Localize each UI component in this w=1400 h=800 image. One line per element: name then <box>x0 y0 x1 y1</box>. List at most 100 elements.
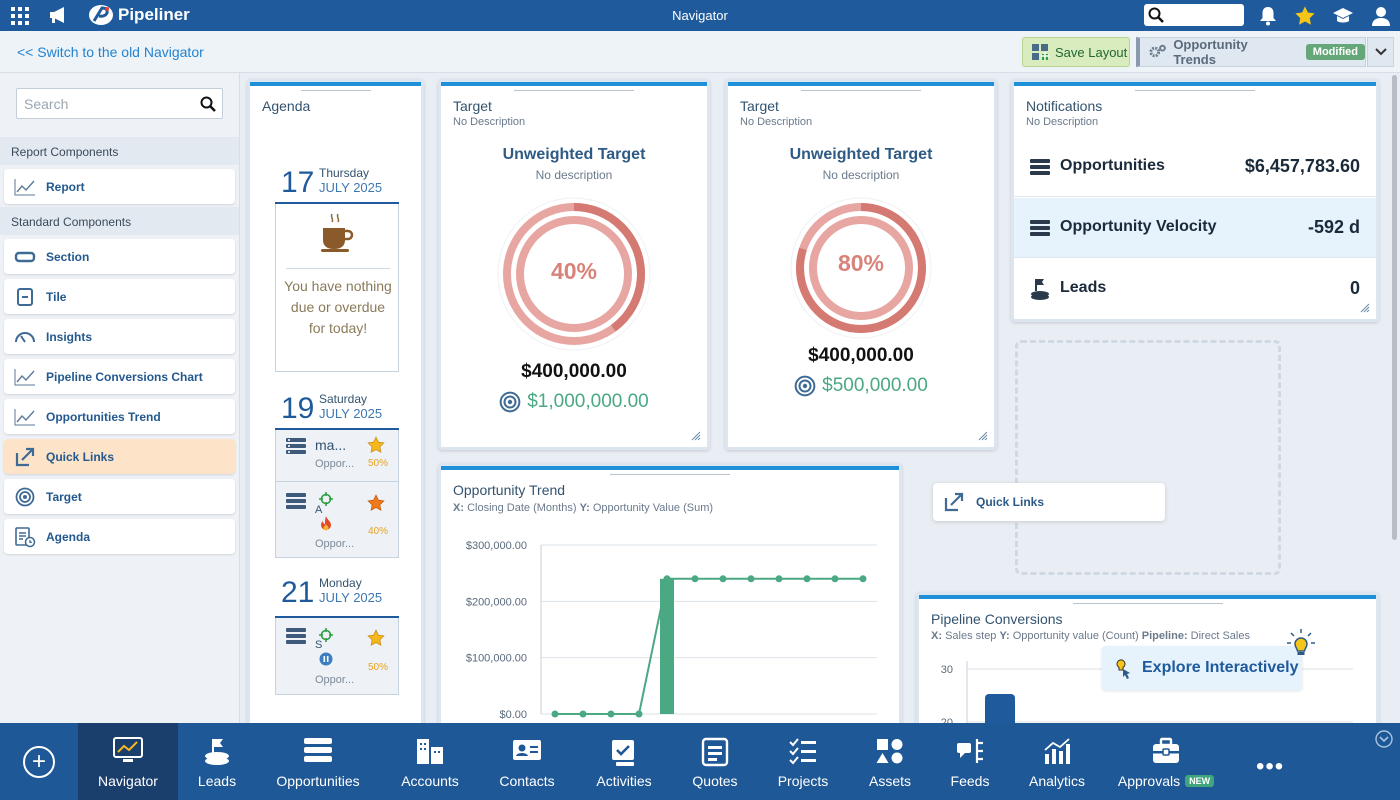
component-label: Insights <box>46 329 93 344</box>
nav-label: Opportunities <box>276 773 360 789</box>
save-layout-button[interactable]: Save Layout <box>1022 37 1130 67</box>
empty-drop-zone[interactable] <box>1015 340 1281 575</box>
list-icon <box>1030 159 1050 175</box>
nav-quotes[interactable]: Quotes <box>672 723 758 800</box>
quick-links-widget[interactable]: Quick Links <box>933 483 1165 521</box>
agenda-items-panel: ma... Oppor... 50% A Oppor... 40% <box>275 430 399 558</box>
trend-x-value: Closing Date (Months) <box>467 502 577 514</box>
day-number: 21 <box>281 576 315 609</box>
pipeline-pipeline-value: Direct Sales <box>1190 630 1250 642</box>
notification-row[interactable]: Leads 0 <box>1014 259 1376 319</box>
academy-cap-icon[interactable] <box>1325 0 1361 31</box>
nav-projects[interactable]: Projects <box>758 723 848 800</box>
user-profile-icon[interactable] <box>1363 0 1399 31</box>
nav-feeds[interactable]: Feeds <box>930 723 1010 800</box>
agenda-item[interactable]: S Oppor... 50% <box>276 618 398 694</box>
trend-point[interactable] <box>803 575 811 583</box>
resize-handle-icon[interactable] <box>1360 303 1370 313</box>
component-search-input[interactable]: Search <box>16 88 223 119</box>
target-progress-arc <box>796 203 926 333</box>
target-achieved-amount: $400,000.00 <box>808 345 914 366</box>
new-badge: NEW <box>1185 775 1215 787</box>
switch-old-navigator-link[interactable]: << Switch to the old Navigator <box>17 44 204 60</box>
target-description: No description <box>822 168 900 182</box>
lead-flag-icon <box>1031 279 1049 300</box>
accounts-icon <box>415 737 445 768</box>
component-section[interactable]: Section <box>4 239 235 274</box>
navigator-toolbar: << Switch to the old Navigator Save Layo… <box>0 31 1400 73</box>
trend-point[interactable] <box>635 710 643 718</box>
nav-approvals[interactable]: Approvals NEW <box>1104 723 1228 800</box>
dashboard-dropdown-button[interactable] <box>1367 37 1394 67</box>
trend-point[interactable] <box>691 575 699 583</box>
nav-leads[interactable]: Leads <box>178 723 256 800</box>
pipeline-conversions-card[interactable]: Pipeline Conversions X: Sales step Y: Op… <box>916 592 1379 723</box>
opportunity-list-icon <box>286 438 306 454</box>
component-opportunities-trend[interactable]: Opportunities Trend <box>4 399 235 434</box>
component-label: Opportunities Trend <box>46 409 161 424</box>
target-heading: Unweighted Target <box>502 146 646 163</box>
collapse-chevron-icon[interactable] <box>1375 730 1393 748</box>
day-month: JULY 2025 <box>319 180 383 195</box>
agenda-day-header: 17 Thursday JULY 2025 <box>275 156 399 204</box>
trend-point[interactable] <box>579 710 587 718</box>
component-report[interactable]: Report <box>4 169 235 204</box>
agenda-item[interactable]: ma... Oppor... 50% <box>276 430 398 482</box>
explore-interactively-button[interactable]: Explore Interactively <box>1102 646 1302 690</box>
favorites-star-icon[interactable] <box>1287 0 1323 31</box>
pipeline-axes-caption: X: Sales step Y: Opportunity value (Coun… <box>931 630 1250 642</box>
create-new-button[interactable]: + <box>23 746 55 778</box>
modified-badge: Modified <box>1305 44 1365 60</box>
y-tick-label: 20 <box>941 717 953 723</box>
notifications-card[interactable]: Notifications No Description Opportuniti… <box>1011 79 1379 322</box>
nav-analytics[interactable]: Analytics <box>1010 723 1104 800</box>
nav-label: Accounts <box>401 773 459 789</box>
agenda-day-header: 21 Monday JULY 2025 <box>275 568 399 618</box>
activities-icon <box>609 737 639 770</box>
trend-point[interactable] <box>747 575 755 583</box>
app-grid-icon[interactable] <box>10 6 30 31</box>
notification-label: Opportunity Velocity <box>1060 218 1217 235</box>
opportunity-trend-card[interactable]: Opportunity Trend X: Closing Date (Month… <box>438 463 902 723</box>
nav-navigator[interactable]: Navigator <box>78 723 178 800</box>
trend-point[interactable] <box>663 575 671 583</box>
nav-contacts[interactable]: Contacts <box>480 723 574 800</box>
target-card[interactable]: Target No Description Unweighted Target … <box>725 79 997 450</box>
component-agenda[interactable]: Agenda <box>4 519 235 554</box>
component-insights[interactable]: Insights <box>4 319 235 354</box>
component-quick-links[interactable]: Quick Links <box>4 439 235 474</box>
nav-assets[interactable]: Assets <box>848 723 932 800</box>
global-search-input[interactable] <box>1144 4 1244 26</box>
component-label: Target <box>46 489 82 504</box>
megaphone-icon[interactable] <box>48 6 70 29</box>
notification-row[interactable]: Opportunities $6,457,783.60 <box>1014 137 1376 197</box>
trend-point[interactable] <box>719 575 727 583</box>
nav-opportunities[interactable]: Opportunities <box>256 723 380 800</box>
brand-logo[interactable]: Pipeliner <box>88 4 190 26</box>
crosshair-icon <box>319 492 333 506</box>
canvas-scrollbar[interactable] <box>1392 75 1397 540</box>
approvals-icon <box>1151 737 1181 768</box>
explore-label: Explore Interactively <box>1142 659 1299 676</box>
notification-row[interactable]: Opportunity Velocity -592 d <box>1014 198 1376 258</box>
nav-activities[interactable]: Activities <box>576 723 672 800</box>
dashboard-selector[interactable]: Opportunity Trends Modified <box>1136 37 1366 67</box>
trend-point[interactable] <box>607 710 615 718</box>
resize-handle-icon[interactable] <box>691 431 701 441</box>
component-pipeline-conversions-chart[interactable]: Pipeline Conversions Chart <box>4 359 235 394</box>
trend-point[interactable] <box>551 710 559 718</box>
trend-point[interactable] <box>831 575 839 583</box>
nav-accounts[interactable]: Accounts <box>380 723 480 800</box>
trend-point[interactable] <box>859 575 867 583</box>
more-modules-icon[interactable]: ••• <box>1256 753 1285 780</box>
resize-handle-icon[interactable] <box>978 431 988 441</box>
notifications-bell-icon[interactable] <box>1250 0 1286 31</box>
agenda-card[interactable]: Agenda 17 Thursday JULY 2025 You have no… <box>247 79 424 723</box>
target-card[interactable]: Target No Description Unweighted Target … <box>438 79 710 450</box>
agenda-item[interactable]: A Oppor... 40% <box>276 483 398 557</box>
trend-point[interactable] <box>775 575 783 583</box>
component-target[interactable]: Target <box>4 479 235 514</box>
component-tile[interactable]: Tile <box>4 279 235 314</box>
pause-icon <box>319 652 333 666</box>
y-tick-label: 30 <box>941 664 953 676</box>
